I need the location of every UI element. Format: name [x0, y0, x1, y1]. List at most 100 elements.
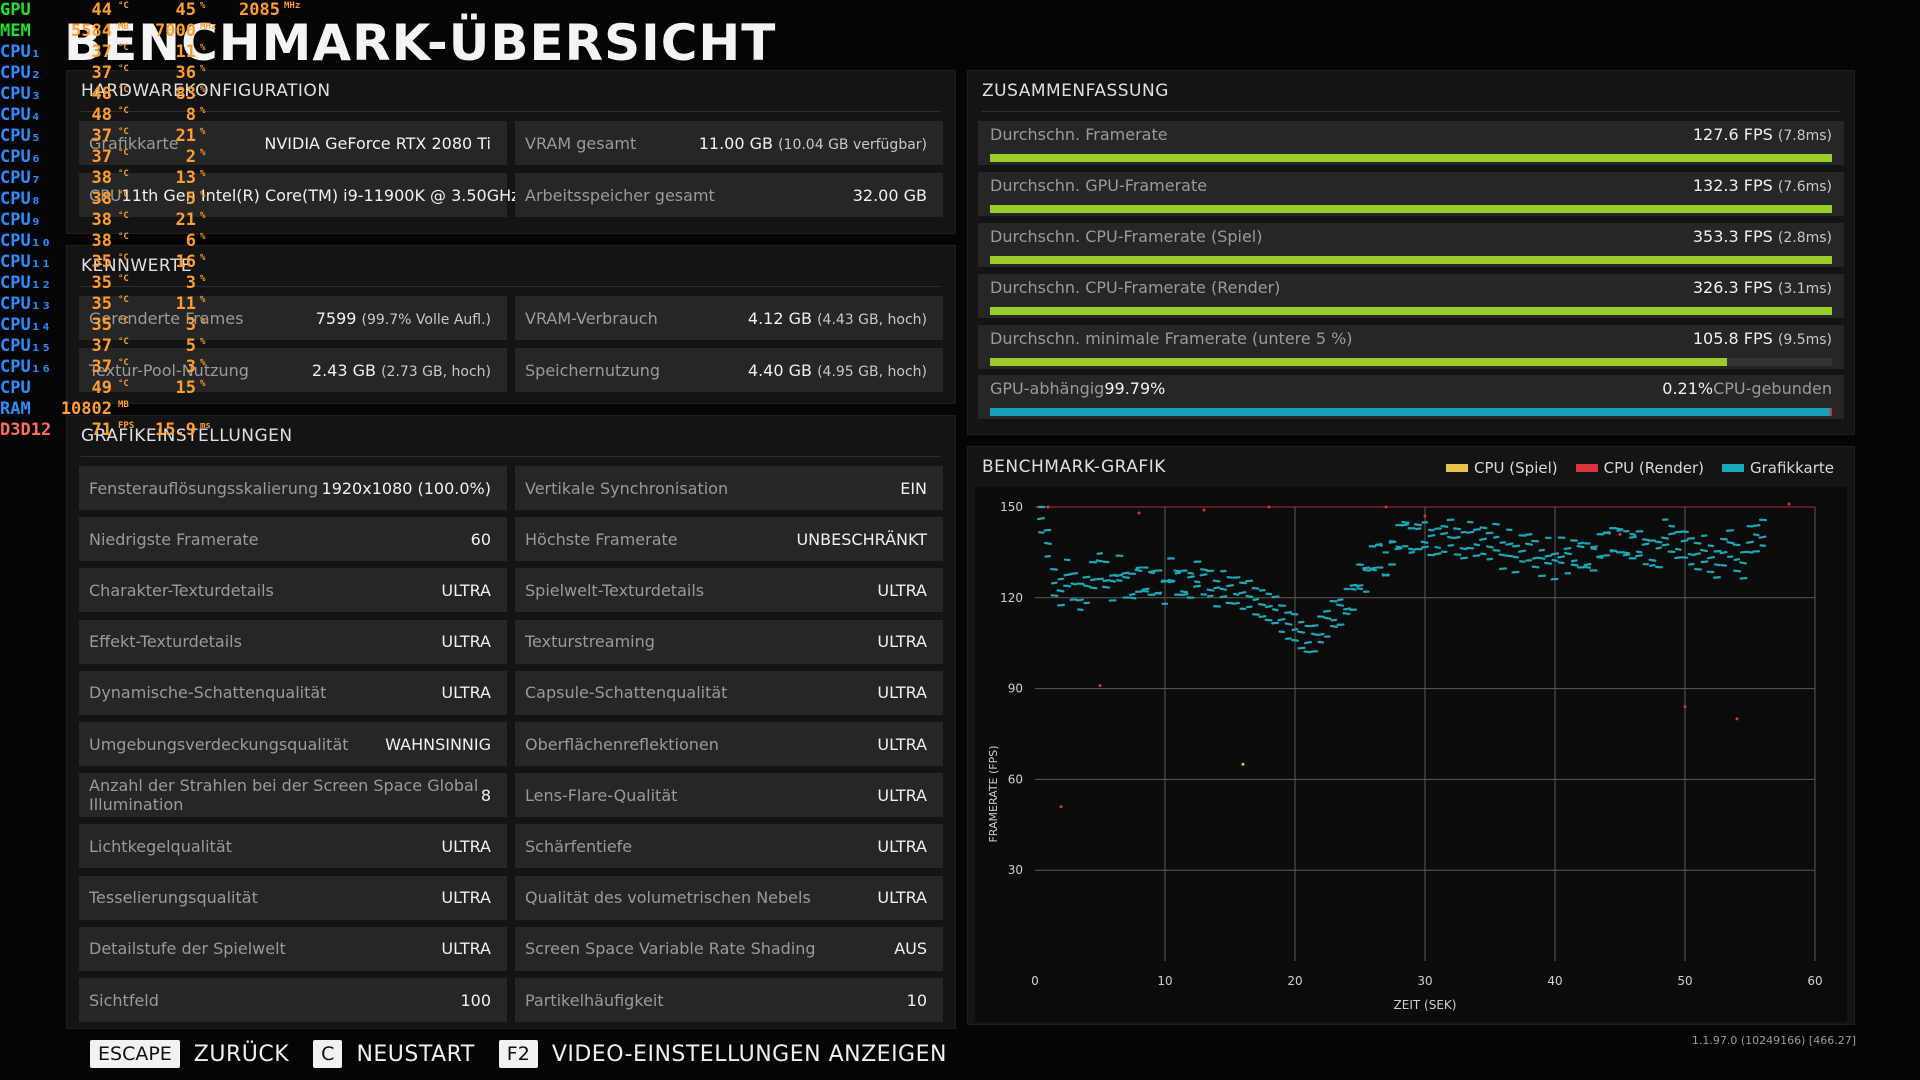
summary-bar	[990, 307, 1832, 315]
osd-value: 11	[175, 294, 196, 314]
gpu-frame-point	[1659, 546, 1663, 549]
gpu-frame-point	[1315, 650, 1319, 653]
osd-unit: MB	[118, 22, 129, 32]
gpu-frame-point	[1738, 543, 1741, 547]
gpu-frame-point	[1380, 544, 1384, 547]
gpu-frame-point	[1472, 530, 1475, 533]
osd-label: CPU₄	[0, 105, 41, 125]
osd-unit: °C	[118, 274, 129, 284]
gpu-frame-point	[1289, 611, 1293, 614]
setting-value: 10	[906, 990, 927, 1010]
gpu-frame-point	[1569, 546, 1572, 550]
gpu-frame-point	[1244, 582, 1247, 585]
gpu-frame-point	[1373, 566, 1377, 570]
gpu-frame-point	[1750, 525, 1754, 528]
osd-value: 45	[175, 0, 196, 20]
metrics-panel: KENNWERTE Gerenderte Frames 7599 (99.7% …	[66, 245, 956, 404]
setting-cell: Oberflächenreflektionen ULTRA	[515, 722, 943, 766]
gpu-frame-point	[1511, 542, 1514, 545]
gpu-frame-point	[1205, 573, 1208, 576]
osd-value: 16	[175, 252, 196, 272]
osd-label: RAM	[0, 399, 31, 419]
gpu-frame-point	[1257, 587, 1260, 590]
setting-cell: Partikelhäufigkeit 10	[515, 978, 943, 1022]
restart-action[interactable]: NEUSTART	[356, 1041, 475, 1067]
gpu-frame-point	[1276, 608, 1279, 612]
gpu-frame-point	[1354, 588, 1357, 591]
gpu-frame-point	[1361, 583, 1364, 587]
gpu-frame-point	[1699, 542, 1702, 545]
hardware-panel: HARDWAREKONFIGURATION Grafikkarte NVIDIA…	[66, 70, 956, 234]
osd-value: 13	[175, 168, 196, 188]
gpu-frame-point	[1224, 569, 1227, 573]
back-action[interactable]: ZURÜCK	[193, 1041, 290, 1067]
gpu-frame-point	[1490, 557, 1494, 561]
x-tick-label: 10	[1157, 974, 1172, 988]
setting-value: 8	[480, 785, 491, 805]
gpu-frame-point	[1758, 524, 1761, 527]
gpu-frame-point	[1575, 559, 1578, 562]
gpu-frame-point	[1179, 570, 1182, 573]
osd-value: 2	[185, 147, 196, 167]
osd-value: 38	[91, 231, 112, 251]
cpu-render-point	[1202, 508, 1206, 512]
gpu-frame-point	[1601, 556, 1604, 559]
gpu-frame-point	[1303, 646, 1306, 650]
gpu-frame-point	[1516, 556, 1520, 559]
gpu-frame-point	[1263, 589, 1266, 592]
summary-value: 132.3 FPS (7.6ms)	[1692, 176, 1832, 195]
gpu-frame-point	[1692, 562, 1695, 566]
summary-bar	[990, 358, 1832, 366]
summary-bar	[990, 205, 1832, 213]
setting-value: ULTRA	[441, 939, 491, 959]
show-video-settings-action[interactable]: VIDEO-EINSTELLUNGEN ANZEIGEN	[551, 1041, 947, 1067]
gpu-frame-point	[1127, 576, 1130, 580]
setting-label: Tesselierungsqualität	[89, 888, 258, 908]
setting-cell: Capsule-Schattenqualität ULTRA	[515, 670, 943, 715]
gpu-frame-point	[1075, 572, 1078, 575]
gpu-frame-point	[1595, 545, 1598, 548]
setting-label: Vertikale Synchronisation	[525, 478, 729, 498]
gpu-frame-point	[1140, 569, 1143, 573]
gpu-frame-point	[1139, 566, 1143, 569]
f2-key[interactable]: F2	[498, 1040, 538, 1068]
cell-label: Speichernutzung	[525, 360, 661, 380]
summary-value: 326.3 FPS (3.1ms)	[1692, 278, 1832, 297]
gpu-frame-point	[1374, 569, 1377, 572]
summary-heading: ZUSAMMENFASSUNG	[982, 71, 1840, 112]
gpu-frame-point	[1660, 541, 1663, 544]
gpu-frame-point	[1686, 530, 1689, 534]
gpu-frame-point	[1381, 566, 1384, 569]
escape-key[interactable]: ESCAPE	[90, 1040, 180, 1068]
gpu-frame-point	[1595, 569, 1598, 572]
gpu-frame-point	[1549, 562, 1553, 565]
gpu-frame-point	[1641, 530, 1644, 533]
osd-value: 7000	[155, 21, 196, 41]
gpu-frame-point	[1666, 518, 1669, 521]
hardware-cell-vram: VRAM gesamt 11.00 GB (10.04 GB verfügbar…	[515, 121, 943, 165]
summary-row: Durchschn. minimale Framerate (untere 5 …	[978, 325, 1844, 369]
summary-bar-fill	[990, 307, 1832, 315]
gpu-frame-point	[1146, 566, 1149, 569]
gpu-frame-point	[1438, 546, 1442, 550]
osd-value: 3	[185, 273, 196, 293]
setting-label: Niedrigste Framerate	[89, 529, 259, 549]
cpu-render-point	[1618, 532, 1622, 536]
c-key[interactable]: C	[313, 1040, 343, 1068]
gpu-frame-point	[1712, 570, 1715, 574]
y-tick-label: 90	[1008, 682, 1023, 696]
settings-heading: GRAFIKEINSTELLUNGEN	[81, 416, 941, 457]
osd-value: 38	[91, 189, 112, 209]
gpu-frame-point	[1212, 589, 1215, 592]
gpu-frame-point	[1256, 598, 1260, 601]
setting-label: Lichtkegelqualität	[89, 836, 232, 856]
gpu-frame-point	[1230, 576, 1234, 579]
y-axis-label: FRAMERATE (FPS)	[987, 745, 1000, 842]
osd-label: CPU₁₄	[0, 315, 52, 335]
gpu-frame-point	[1718, 563, 1721, 567]
osd-label: CPU₁₃	[0, 294, 52, 314]
osd-value: 48	[91, 84, 112, 104]
setting-cell: Lichtkegelqualität ULTRA	[79, 824, 507, 869]
osd-value: 6	[185, 231, 196, 251]
gpu-frame-point	[1530, 543, 1533, 546]
